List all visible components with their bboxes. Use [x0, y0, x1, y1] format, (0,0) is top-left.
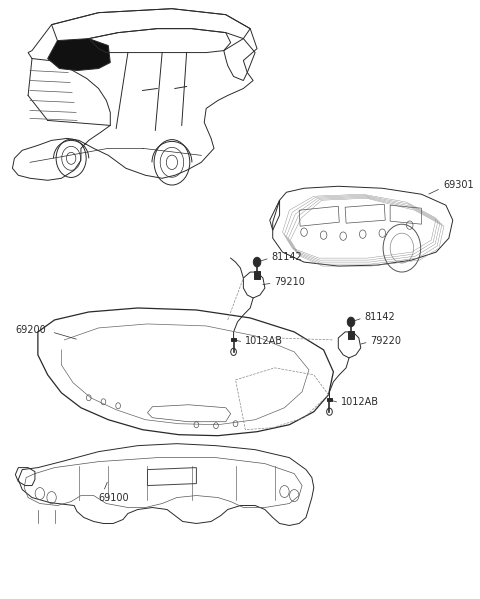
Circle shape — [253, 258, 261, 267]
Polygon shape — [254, 271, 260, 279]
Text: 81142: 81142 — [365, 312, 396, 322]
Polygon shape — [231, 338, 236, 341]
Text: 1012AB: 1012AB — [341, 397, 379, 407]
Polygon shape — [48, 38, 110, 71]
Circle shape — [347, 317, 355, 326]
Text: 69100: 69100 — [98, 492, 129, 503]
Text: 1012AB: 1012AB — [245, 336, 283, 346]
Text: 79210: 79210 — [275, 277, 306, 287]
Text: 81142: 81142 — [272, 252, 302, 262]
Text: 69301: 69301 — [443, 180, 474, 190]
Polygon shape — [327, 398, 332, 401]
Text: 69200: 69200 — [15, 325, 46, 335]
Text: 79220: 79220 — [371, 336, 402, 346]
Polygon shape — [348, 331, 354, 339]
